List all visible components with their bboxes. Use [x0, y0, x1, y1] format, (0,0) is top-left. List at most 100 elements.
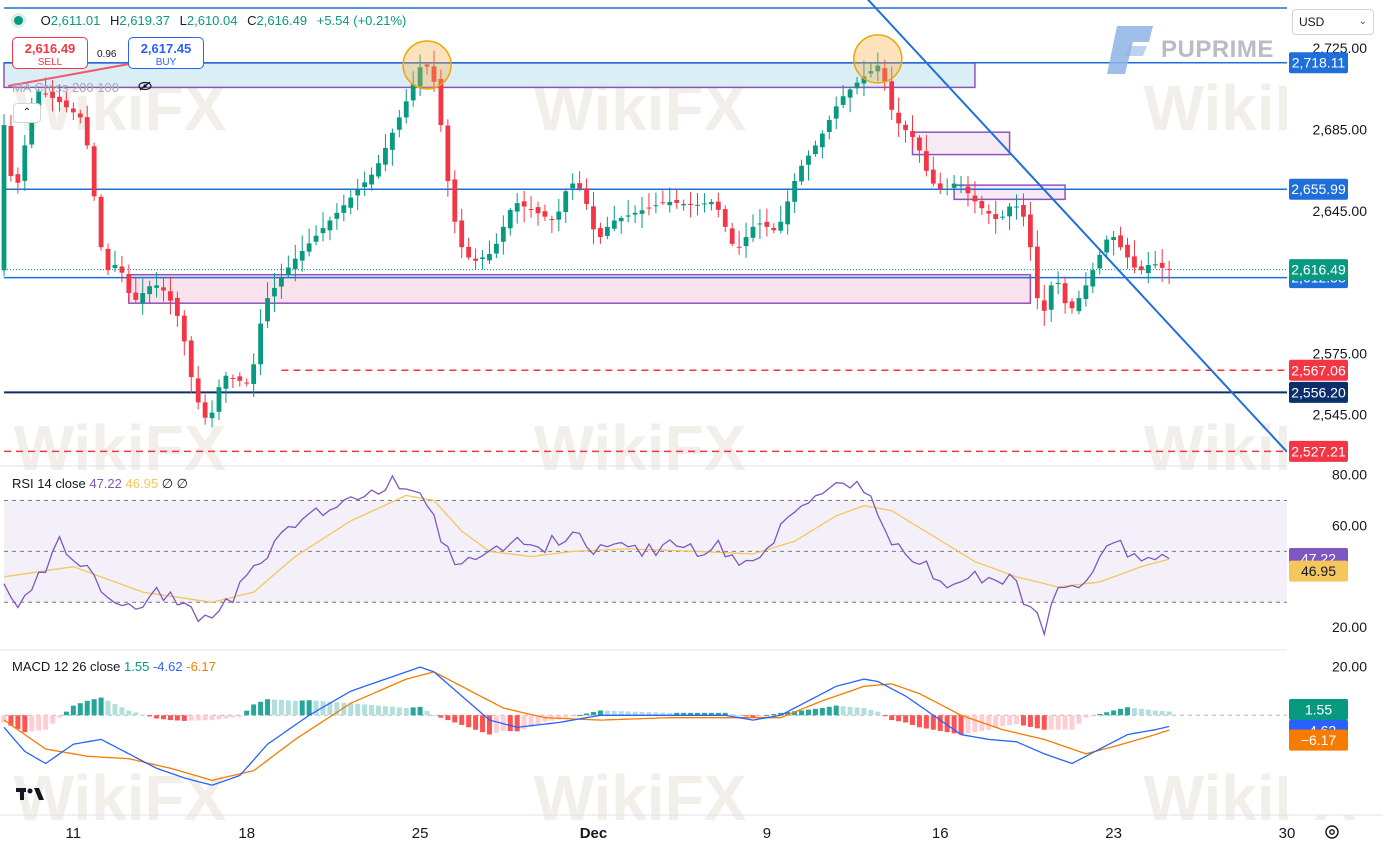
- macd-histogram-bar[interactable]: [535, 715, 541, 725]
- candle[interactable]: [1097, 254, 1103, 269]
- macd-histogram-bar[interactable]: [764, 715, 770, 717]
- macd-histogram-bar[interactable]: [521, 715, 527, 729]
- macd-histogram-bar[interactable]: [965, 715, 971, 734]
- macd-histogram-bar[interactable]: [1041, 715, 1047, 730]
- macd-histogram-bar[interactable]: [1138, 708, 1144, 716]
- candle[interactable]: [646, 207, 652, 209]
- candle[interactable]: [778, 221, 784, 231]
- macd-histogram-bar[interactable]: [480, 715, 486, 733]
- candle[interactable]: [792, 181, 798, 202]
- macd-histogram-bar[interactable]: [438, 715, 444, 718]
- candle[interactable]: [604, 226, 610, 236]
- macd-histogram-bar[interactable]: [701, 712, 707, 716]
- candle[interactable]: [896, 112, 902, 124]
- candle[interactable]: [1118, 235, 1123, 248]
- time-axis[interactable]: 11 18 25 Dec 9 16 23 30: [0, 814, 1383, 842]
- macd-histogram-bar[interactable]: [1159, 710, 1165, 716]
- candle[interactable]: [993, 214, 999, 220]
- candle[interactable]: [840, 96, 846, 105]
- macd-histogram-bar[interactable]: [486, 715, 492, 735]
- candle[interactable]: [279, 277, 284, 287]
- candle[interactable]: [174, 297, 180, 316]
- candle[interactable]: [466, 246, 472, 258]
- macd-histogram-bar[interactable]: [799, 710, 805, 716]
- macd-line[interactable]: [3, 666, 1170, 786]
- macd-histogram-bar[interactable]: [577, 714, 583, 716]
- macd-histogram-bar[interactable]: [43, 715, 49, 730]
- candle[interactable]: [244, 382, 250, 384]
- macd-histogram-bar[interactable]: [63, 711, 69, 716]
- macd-histogram-bar[interactable]: [91, 699, 97, 716]
- candle[interactable]: [1028, 214, 1033, 248]
- candle[interactable]: [181, 315, 187, 342]
- macd-histogram-bar[interactable]: [507, 715, 513, 732]
- macd-histogram-bar[interactable]: [937, 715, 943, 731]
- macd-histogram-bar[interactable]: [708, 712, 714, 716]
- macd-histogram-bar[interactable]: [147, 715, 153, 717]
- macd-histogram-bar[interactable]: [792, 711, 798, 716]
- candle[interactable]: [556, 211, 562, 220]
- macd-histogram-bar[interactable]: [154, 715, 160, 719]
- macd-histogram-bar[interactable]: [729, 714, 735, 716]
- macd-histogram-bar[interactable]: [493, 715, 499, 733]
- macd-histogram-bar[interactable]: [410, 707, 416, 716]
- candle[interactable]: [535, 207, 541, 214]
- macd-histogram-bar[interactable]: [188, 715, 194, 721]
- macd-histogram-bar[interactable]: [563, 715, 569, 718]
- macd-histogram-bar[interactable]: [785, 712, 791, 716]
- macd-histogram-bar[interactable]: [736, 715, 742, 717]
- macd-histogram-bar[interactable]: [174, 715, 180, 721]
- candle[interactable]: [383, 147, 388, 165]
- macd-histogram-bar[interactable]: [258, 701, 264, 716]
- macd-histogram-bar[interactable]: [833, 705, 839, 716]
- macd-histogram-bar[interactable]: [896, 715, 902, 722]
- candle[interactable]: [1090, 270, 1096, 287]
- candle[interactable]: [507, 209, 513, 229]
- macd-histogram-bar[interactable]: [771, 714, 777, 716]
- candle[interactable]: [188, 340, 194, 378]
- candle[interactable]: [570, 183, 576, 189]
- candle[interactable]: [1152, 264, 1158, 266]
- candle[interactable]: [452, 179, 458, 222]
- macd-histogram-bar[interactable]: [375, 705, 381, 716]
- candle[interactable]: [493, 243, 499, 254]
- candle[interactable]: [826, 119, 832, 132]
- macd-histogram-bar[interactable]: [320, 701, 326, 716]
- macd-histogram-bar[interactable]: [271, 699, 277, 716]
- price-pane[interactable]: [1, 0, 1288, 453]
- macd-histogram-bar[interactable]: [292, 700, 298, 716]
- candle[interactable]: [161, 287, 166, 291]
- ma-cross-indicator-label[interactable]: MA Cross 200 100: [12, 80, 119, 95]
- candle[interactable]: [348, 197, 354, 208]
- macd-histogram-bar[interactable]: [1131, 708, 1137, 716]
- macd-histogram-bar[interactable]: [1069, 715, 1075, 730]
- candle[interactable]: [84, 117, 90, 146]
- buy-button[interactable]: 2,617.45 BUY: [128, 37, 204, 69]
- macd-histogram-bar[interactable]: [993, 715, 999, 728]
- macd-histogram-bar[interactable]: [244, 710, 250, 716]
- macd-histogram-bar[interactable]: [29, 715, 35, 732]
- candle[interactable]: [847, 89, 853, 98]
- macd-histogram-bar[interactable]: [1097, 714, 1103, 716]
- candle[interactable]: [868, 71, 874, 74]
- candle[interactable]: [320, 228, 326, 234]
- candle[interactable]: [708, 202, 714, 205]
- candle[interactable]: [528, 209, 534, 211]
- macd-histogram-bar[interactable]: [618, 711, 624, 716]
- macd-histogram-bar[interactable]: [362, 704, 368, 716]
- macd-histogram-bar[interactable]: [452, 715, 458, 723]
- candle[interactable]: [611, 220, 617, 229]
- gear-icon[interactable]: [1324, 824, 1340, 840]
- macd-histogram-bar[interactable]: [667, 712, 673, 716]
- macd-histogram-bar[interactable]: [930, 715, 936, 730]
- candle[interactable]: [362, 182, 368, 188]
- candle[interactable]: [292, 258, 298, 270]
- macd-histogram-bar[interactable]: [1055, 715, 1061, 730]
- candle[interactable]: [1021, 205, 1026, 217]
- candle[interactable]: [1104, 239, 1110, 253]
- macd-histogram-bar[interactable]: [646, 712, 652, 716]
- candle[interactable]: [757, 223, 763, 225]
- trendline[interactable]: [795, 0, 1288, 453]
- macd-histogram-bar[interactable]: [161, 715, 167, 720]
- macd-histogram-bar[interactable]: [597, 710, 603, 716]
